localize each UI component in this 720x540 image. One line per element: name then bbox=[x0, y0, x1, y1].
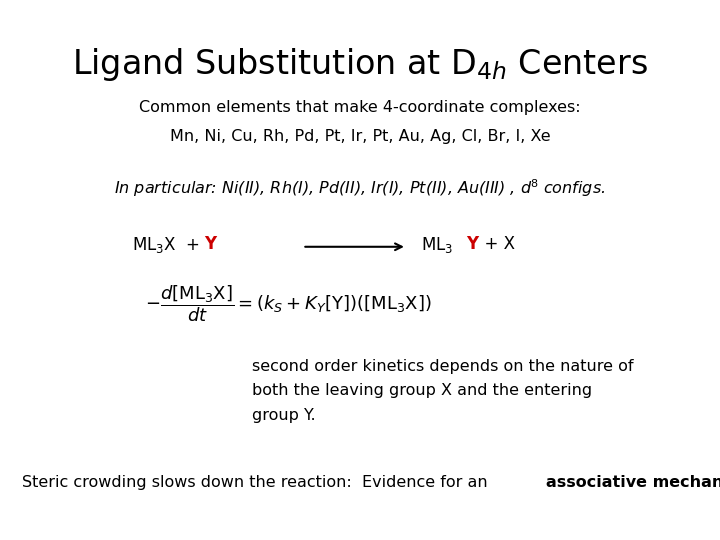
Text: both the leaving group X and the entering: both the leaving group X and the enterin… bbox=[252, 383, 592, 399]
Text: ML$_3$X  +: ML$_3$X + bbox=[132, 235, 202, 255]
Text: ML$_3$: ML$_3$ bbox=[421, 235, 454, 255]
Text: Steric crowding slows down the reaction:  Evidence for an: Steric crowding slows down the reaction:… bbox=[22, 475, 492, 490]
Text: Common elements that make 4-coordinate complexes:: Common elements that make 4-coordinate c… bbox=[139, 100, 581, 115]
Text: Mn, Ni, Cu, Rh, Pd, Pt, Ir, Pt, Au, Ag, Cl, Br, I, Xe: Mn, Ni, Cu, Rh, Pd, Pt, Ir, Pt, Au, Ag, … bbox=[170, 129, 550, 144]
Text: $-\dfrac{d[\mathrm{ML_3X}]}{dt} = (k_S + K_Y[\mathrm{Y}])([\mathrm{ML_3X}])$: $-\dfrac{d[\mathrm{ML_3X}]}{dt} = (k_S +… bbox=[145, 284, 431, 324]
Text: Y: Y bbox=[204, 235, 217, 253]
Text: second order kinetics depends on the nature of: second order kinetics depends on the nat… bbox=[252, 359, 634, 374]
Text: group Y.: group Y. bbox=[252, 408, 315, 423]
Text: Ligand Substitution at D$_{4h}$ Centers: Ligand Substitution at D$_{4h}$ Centers bbox=[72, 46, 648, 83]
Text: Y: Y bbox=[467, 235, 479, 253]
Text: + X: + X bbox=[474, 235, 516, 253]
Text: associative mechanism.: associative mechanism. bbox=[546, 475, 720, 490]
Text: In particular: Ni(II), Rh(I), Pd(II), Ir(I), Pt(II), Au(III) , d$^8$ configs.: In particular: Ni(II), Rh(I), Pd(II), Ir… bbox=[114, 177, 606, 199]
